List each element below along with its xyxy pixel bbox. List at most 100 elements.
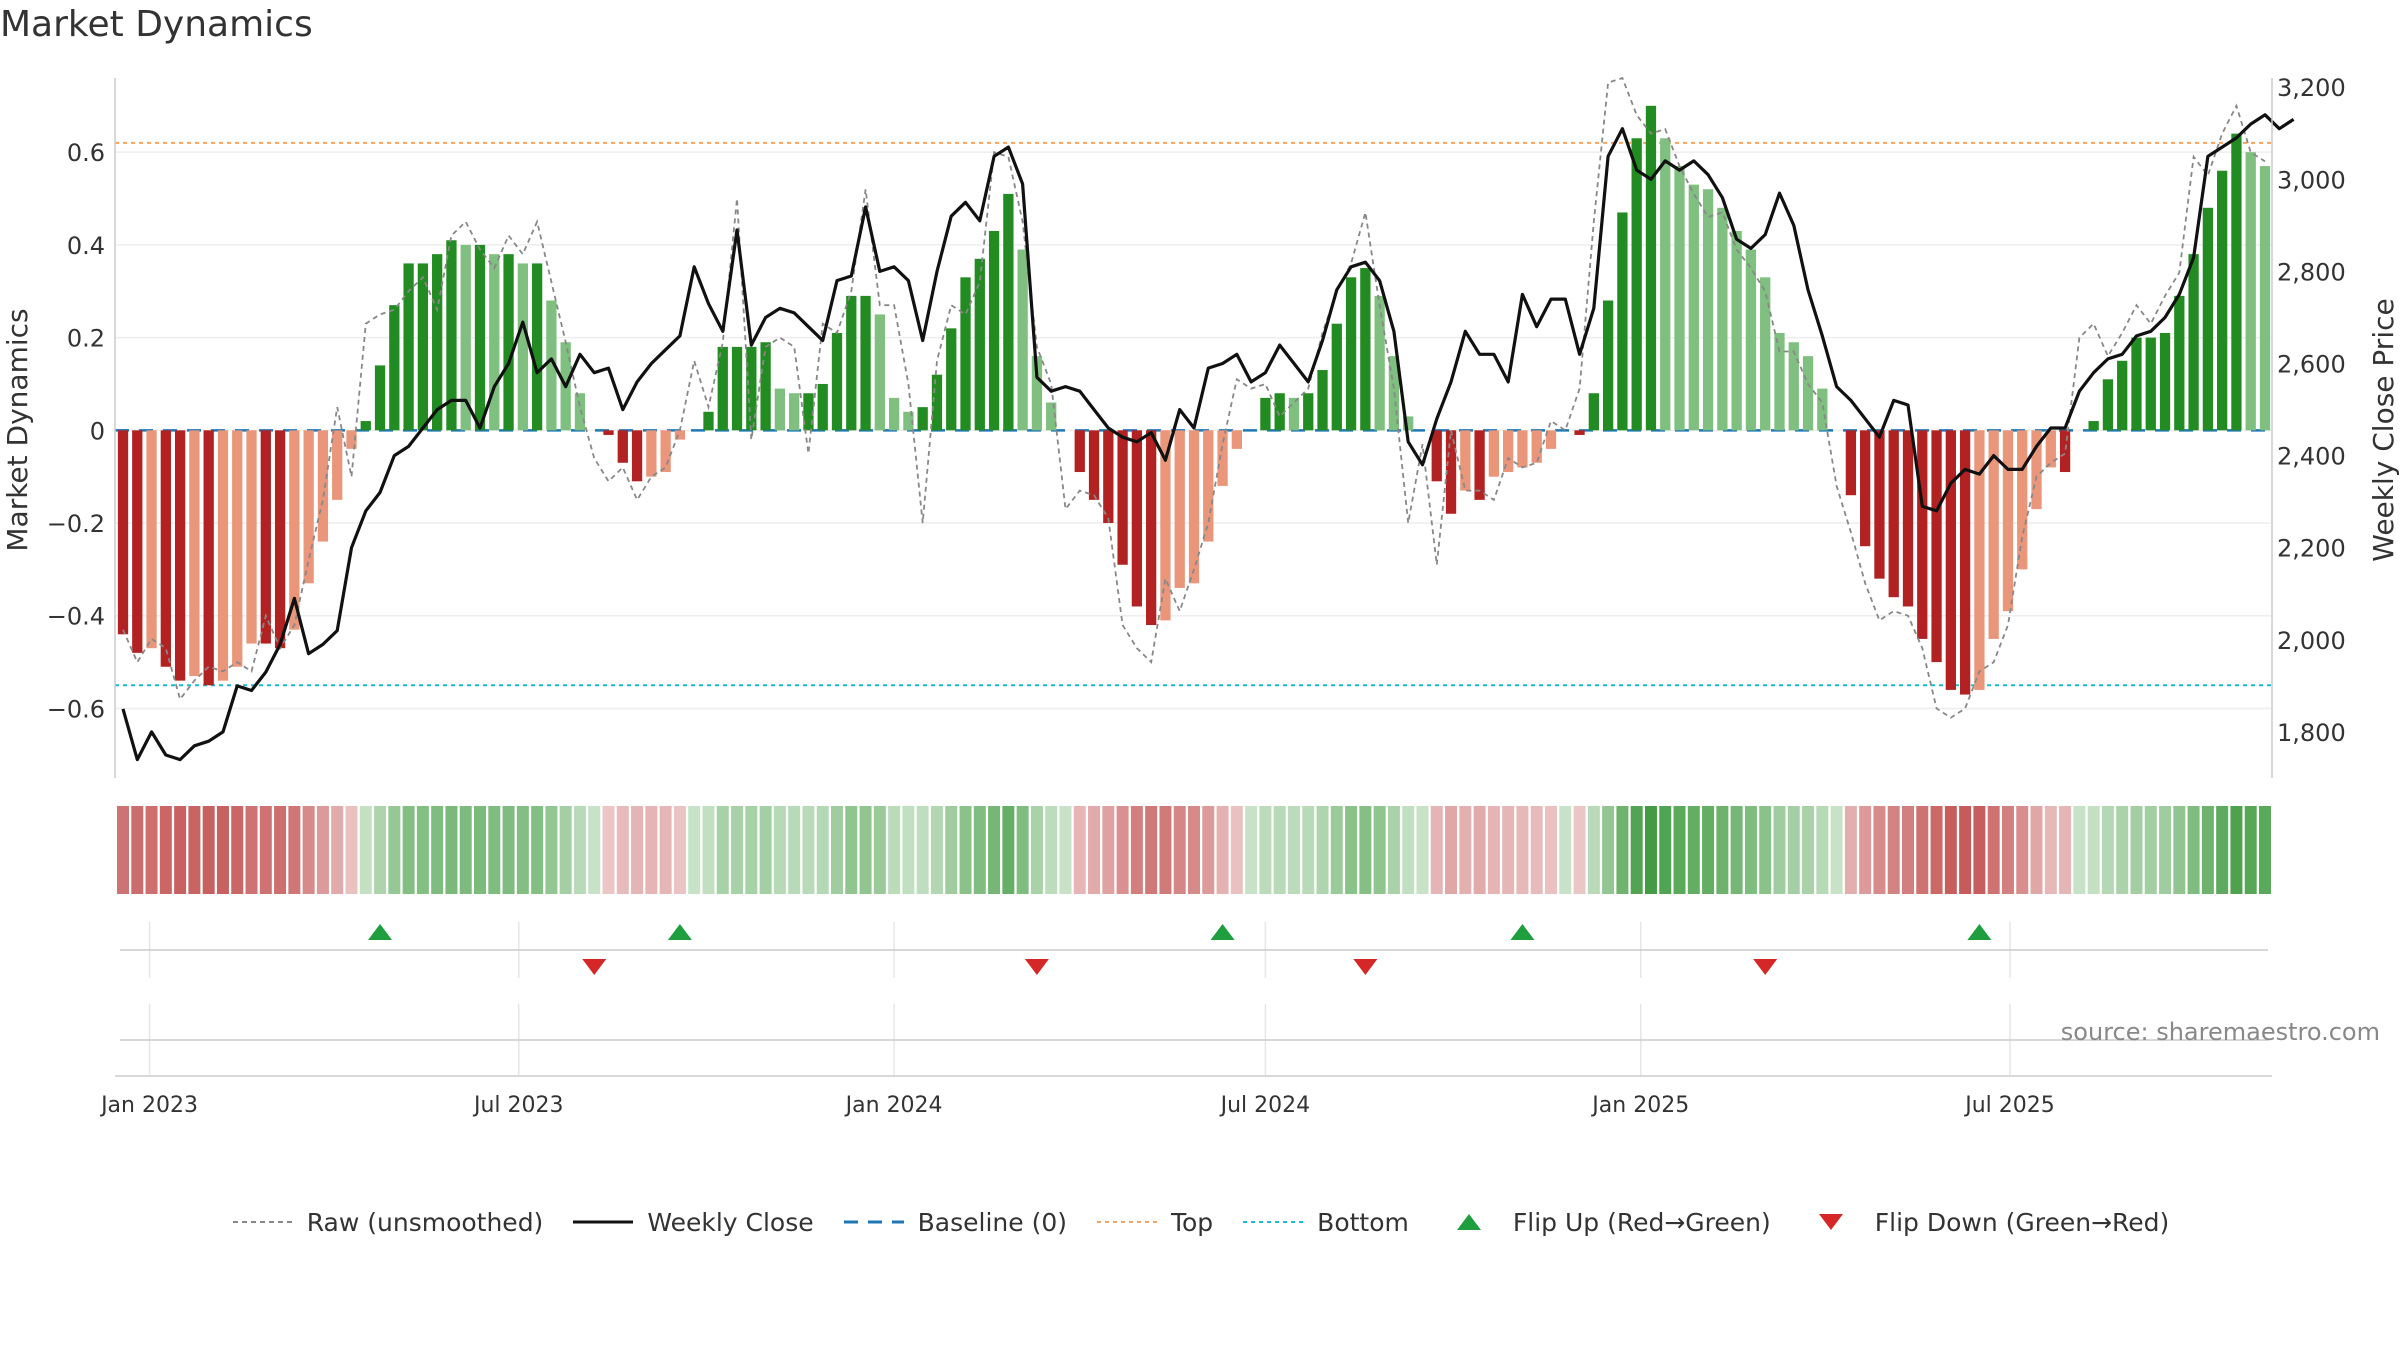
strip-cell xyxy=(645,806,658,894)
dynamics-bar xyxy=(189,430,200,677)
strip-cell xyxy=(1430,806,1443,894)
strip-cell xyxy=(673,806,686,894)
dynamics-bar xyxy=(1645,105,1657,431)
strip-cell xyxy=(1059,806,1072,894)
strip-cell xyxy=(959,806,972,894)
strip-cell xyxy=(602,806,615,894)
x-tick-label: Jul 2024 xyxy=(1219,1093,1311,1118)
dynamics-bar xyxy=(1588,393,1599,431)
y-tick-label: 0.2 xyxy=(67,325,105,353)
dynamics-bar xyxy=(1288,397,1300,431)
axes: 0.6 0.4 0.2 0 −0.2 −0.4 −0.6 3,200 3,000 2,800 2,6… xyxy=(47,74,2346,778)
dynamics-bar xyxy=(1403,416,1414,431)
strip-cell xyxy=(1573,806,1586,894)
color-strip xyxy=(117,806,2271,894)
dynamics-bar xyxy=(1503,430,1514,473)
dynamics-bar xyxy=(160,430,171,667)
strip-cell xyxy=(1673,806,1686,894)
dynamics-bar xyxy=(1817,388,1828,431)
dynamics-bar xyxy=(1602,300,1614,431)
dynamics-bar xyxy=(603,430,614,435)
strip-cell xyxy=(1088,806,1101,894)
strip-cell xyxy=(2016,806,2029,894)
strip-cell xyxy=(416,806,429,894)
series-lines xyxy=(121,76,2295,762)
strip-cell xyxy=(2230,806,2243,894)
flip-up-marker xyxy=(368,924,393,940)
strip-cell xyxy=(1530,806,1543,894)
strip-cell xyxy=(831,806,843,894)
dynamics-bar xyxy=(332,430,343,500)
strip-cell xyxy=(745,806,758,894)
strip-cell xyxy=(588,806,601,894)
dynamics-bar xyxy=(1360,268,1371,431)
dynamics-bar xyxy=(146,430,157,649)
strip-cell xyxy=(145,806,158,894)
strip-cell xyxy=(1802,806,1815,894)
dynamics-bar xyxy=(1231,430,1242,449)
y-tick-label: −0.6 xyxy=(47,695,105,723)
strip-cell xyxy=(288,806,301,894)
y2-tick-label: 3,200 xyxy=(2277,74,2346,102)
strip-cell xyxy=(359,806,372,894)
dynamics-bar xyxy=(246,430,257,644)
strip-cell xyxy=(916,806,929,894)
strip-cell xyxy=(1487,806,1500,894)
strip-cell xyxy=(773,806,786,894)
x-tick-label: Jan 2023 xyxy=(99,1093,198,1118)
dynamics-bar xyxy=(831,332,843,431)
strip-cell xyxy=(159,806,172,894)
y2-tick-label: 2,400 xyxy=(2277,443,2346,471)
strip-cell xyxy=(1916,806,1929,894)
strip-cell xyxy=(545,806,558,894)
strip-cell xyxy=(759,806,772,894)
y-tick-label: 0.6 xyxy=(67,139,105,167)
dynamics-bar xyxy=(931,374,943,431)
dynamics-bar xyxy=(531,263,543,431)
dynamics-bar xyxy=(1688,184,1699,431)
legend-baseline-label: Baseline (0) xyxy=(917,1207,1067,1237)
strip-cell xyxy=(1616,806,1629,894)
strip-cell xyxy=(1216,806,1229,894)
strip-cell xyxy=(374,806,387,894)
dynamics-bar xyxy=(1488,430,1500,477)
strip-cell xyxy=(488,806,501,894)
strip-cell xyxy=(1230,806,1243,894)
legend: Raw (unsmoothed) Weekly Close Baseline (… xyxy=(0,1202,2400,1242)
strip-cell xyxy=(1173,806,1186,894)
legend-flip-down-label: Flip Down (Green→Red) xyxy=(1874,1207,2170,1237)
dynamics-bar xyxy=(1103,430,1114,524)
dynamics-bar xyxy=(1531,430,1542,463)
strip-cell xyxy=(1659,806,1672,894)
strip-cell xyxy=(1873,806,1886,894)
strip-cell xyxy=(174,806,187,894)
dynamics-bar xyxy=(132,430,143,653)
strip-cell xyxy=(202,806,215,894)
strip-cell xyxy=(716,806,729,894)
strip-cell xyxy=(1502,806,1515,894)
strip-cell xyxy=(1073,806,1086,894)
strip-cell xyxy=(1930,806,1943,894)
dynamics-bar xyxy=(1088,430,1100,500)
dynamics-bar xyxy=(1902,430,1914,607)
strip-cell xyxy=(1016,806,1029,894)
dynamics-bar xyxy=(1160,430,1171,621)
strip-cell xyxy=(1987,806,2000,894)
dynamics-bar xyxy=(1702,189,1714,431)
dynamics-bar xyxy=(960,277,971,431)
dynamics-bar xyxy=(1174,430,1185,588)
dynamics-bar xyxy=(1774,332,1785,431)
strip-cell xyxy=(631,806,644,894)
strip-cell xyxy=(131,806,144,894)
strip-cell xyxy=(1145,806,1158,894)
dynamics-bar xyxy=(1517,430,1528,468)
strip-cell xyxy=(945,806,958,894)
strip-cell xyxy=(2144,806,2157,894)
strip-cell xyxy=(2073,806,2086,894)
strip-cell xyxy=(2101,806,2114,894)
dynamics-bar xyxy=(174,430,186,681)
dynamics-bar xyxy=(2145,337,2156,431)
dynamics-bar xyxy=(660,430,671,473)
y-tick-label: −0.2 xyxy=(47,510,105,538)
strip-cell xyxy=(2001,806,2014,894)
